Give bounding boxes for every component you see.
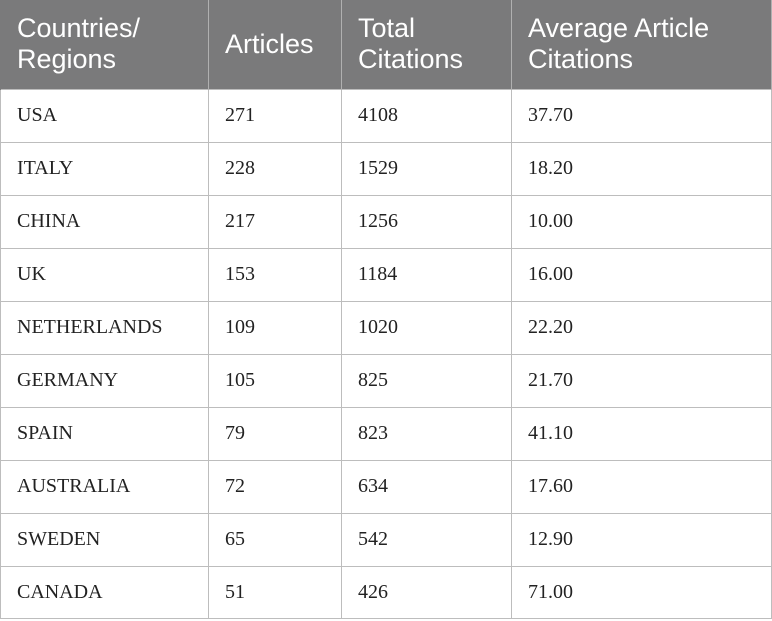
table-row: ITALY 228 1529 18.20 bbox=[0, 141, 772, 196]
header-average-article-citations: Average Article Citations bbox=[511, 0, 772, 89]
table-body: USA 271 4108 37.70 ITALY 228 1529 18.20 CHINA 217… bbox=[0, 88, 772, 619]
country-cell: GERMANY bbox=[0, 353, 209, 408]
average-citations-cell: 71.00 bbox=[511, 565, 772, 619]
header-total-citations: Total Citations bbox=[341, 0, 512, 89]
articles-cell: 51 bbox=[208, 565, 342, 619]
country-cell: CHINA bbox=[0, 194, 209, 249]
header-row: Countries/ Regions Articles Total Citati… bbox=[0, 0, 772, 89]
country-cell: CANADA bbox=[0, 565, 209, 619]
country-cell: NETHERLANDS bbox=[0, 300, 209, 355]
table-row: NETHERLANDS 109 1020 22.20 bbox=[0, 300, 772, 355]
average-citations-cell: 22.20 bbox=[511, 300, 772, 355]
table-row: SPAIN 79 823 41.10 bbox=[0, 406, 772, 461]
header-countries-regions: Countries/ Regions bbox=[0, 0, 209, 89]
country-cell: UK bbox=[0, 247, 209, 302]
total-citations-cell: 823 bbox=[341, 406, 512, 461]
articles-cell: 79 bbox=[208, 406, 342, 461]
average-citations-cell: 21.70 bbox=[511, 353, 772, 408]
articles-cell: 65 bbox=[208, 512, 342, 567]
table-row: SWEDEN 65 542 12.90 bbox=[0, 512, 772, 567]
total-citations-cell: 634 bbox=[341, 459, 512, 514]
table-header: Countries/ Regions Articles Total Citati… bbox=[0, 0, 772, 89]
articles-cell: 217 bbox=[208, 194, 342, 249]
table-row: CANADA 51 426 71.00 bbox=[0, 565, 772, 619]
country-cell: ITALY bbox=[0, 141, 209, 196]
total-citations-cell: 542 bbox=[341, 512, 512, 567]
articles-cell: 72 bbox=[208, 459, 342, 514]
average-citations-cell: 12.90 bbox=[511, 512, 772, 567]
articles-cell: 228 bbox=[208, 141, 342, 196]
header-articles: Articles bbox=[208, 0, 342, 89]
average-citations-cell: 17.60 bbox=[511, 459, 772, 514]
total-citations-cell: 426 bbox=[341, 565, 512, 619]
country-cell: SWEDEN bbox=[0, 512, 209, 567]
articles-cell: 153 bbox=[208, 247, 342, 302]
articles-cell: 105 bbox=[208, 353, 342, 408]
country-cell: AUSTRALIA bbox=[0, 459, 209, 514]
total-citations-cell: 1020 bbox=[341, 300, 512, 355]
table-row: AUSTRALIA 72 634 17.60 bbox=[0, 459, 772, 514]
table-row: GERMANY 105 825 21.70 bbox=[0, 353, 772, 408]
total-citations-cell: 825 bbox=[341, 353, 512, 408]
country-cell: SPAIN bbox=[0, 406, 209, 461]
total-citations-cell: 4108 bbox=[341, 88, 512, 143]
average-citations-cell: 18.20 bbox=[511, 141, 772, 196]
total-citations-cell: 1529 bbox=[341, 141, 512, 196]
average-citations-cell: 10.00 bbox=[511, 194, 772, 249]
total-citations-cell: 1184 bbox=[341, 247, 512, 302]
country-cell: USA bbox=[0, 88, 209, 143]
average-citations-cell: 41.10 bbox=[511, 406, 772, 461]
total-citations-cell: 1256 bbox=[341, 194, 512, 249]
articles-cell: 271 bbox=[208, 88, 342, 143]
articles-cell: 109 bbox=[208, 300, 342, 355]
average-citations-cell: 16.00 bbox=[511, 247, 772, 302]
average-citations-cell: 37.70 bbox=[511, 88, 772, 143]
table-row: USA 271 4108 37.70 bbox=[0, 88, 772, 143]
table-row: CHINA 217 1256 10.00 bbox=[0, 194, 772, 249]
table-row: UK 153 1184 16.00 bbox=[0, 247, 772, 302]
